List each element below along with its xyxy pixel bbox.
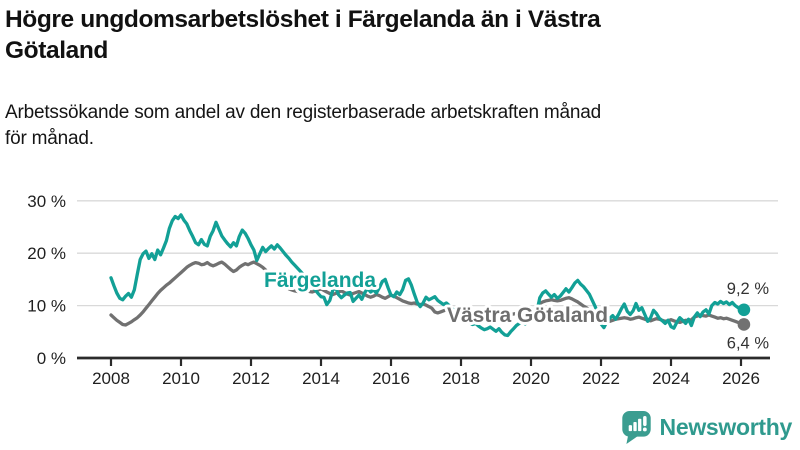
title-line-1: Högre ungdomsarbetslöshet i Färgelanda ä… [5, 6, 601, 33]
y-tick-label: 0 % [37, 349, 66, 368]
page-title: Högre ungdomsarbetslöshet i Färgelanda ä… [5, 4, 795, 67]
series-inline-label: Färgelanda [264, 269, 376, 292]
x-tick-label: 2024 [652, 369, 690, 388]
series-inline-label: Västra Götaland [447, 304, 608, 327]
logo-bar-medium [632, 421, 637, 432]
chart-subtitle: Arbetssökande som andel av den registerb… [5, 100, 795, 153]
x-tick-label: 2018 [442, 369, 480, 388]
series-line-v-stra-g-taland [109, 260, 746, 327]
line-chart: 0 % 10 % 20 % 30 % 2008 2010 2012 2014 2016 2018 2… [0, 180, 800, 410]
y-tick-label: 30 % [27, 192, 66, 211]
subtitle-line-2: för månad. [5, 128, 94, 150]
logo-bar-tall [637, 418, 641, 432]
x-tick-label: 2014 [302, 369, 340, 388]
brand-name: Newsworthy [659, 413, 793, 440]
logo-exclamation-stem [642, 416, 647, 427]
x-tick-label: 2012 [232, 369, 270, 388]
y-tick-label: 20 % [27, 244, 66, 263]
series-end-value-label: 9,2 % [727, 280, 770, 298]
newsworthy-logo-icon [621, 410, 651, 444]
x-tick-label: 2022 [582, 369, 620, 388]
x-tick-label: 2020 [512, 369, 550, 388]
y-tick-label: 10 % [27, 297, 66, 316]
x-tick-label: 2026 [722, 369, 760, 388]
x-tick-label: 2016 [372, 369, 410, 388]
line-chart-svg: 0 % 10 % 20 % 30 % 2008 2010 2012 2014 2016 2018 2… [27, 192, 778, 388]
series-end-dot [737, 318, 751, 331]
series-end-value-label: 6,4 % [727, 334, 770, 352]
subtitle-line-1: Arbetssökande som andel av den registerb… [5, 101, 602, 123]
series-end-dot [737, 303, 751, 317]
series-line-f-rgelanda [109, 213, 746, 338]
chart-header: Högre ungdomsarbetslöshet i Färgelanda ä… [5, 4, 795, 153]
newsworthy-logo-link[interactable]: Newsworthy [620, 409, 792, 445]
x-tick-label: 2010 [162, 369, 200, 388]
x-tick-label: 2008 [92, 369, 130, 388]
logo-bar-small [628, 425, 632, 432]
logo-exclamation-dot [642, 427, 647, 432]
title-line-2: Götaland [5, 37, 108, 65]
